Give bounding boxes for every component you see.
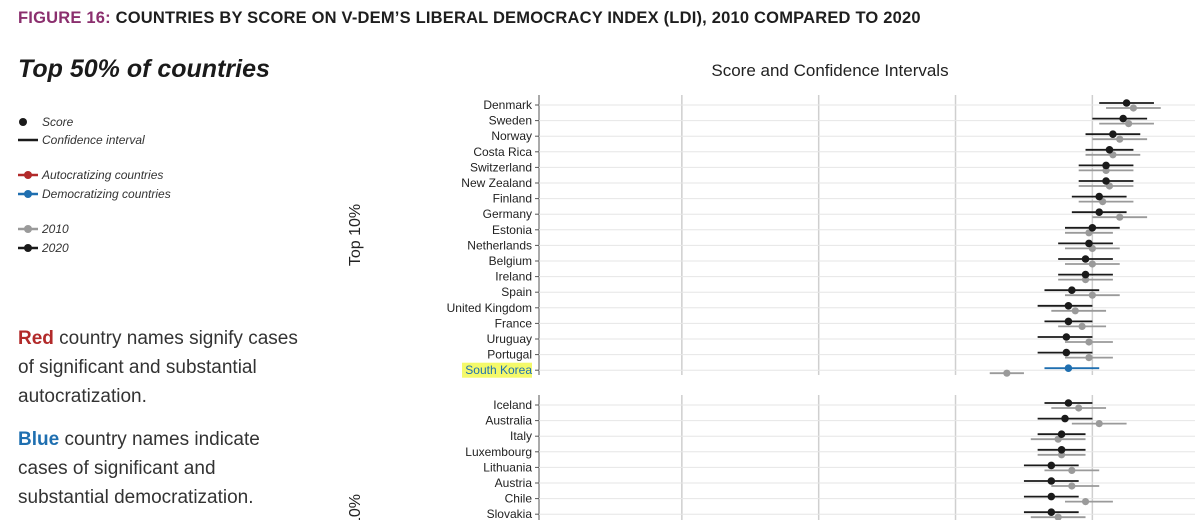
score-2020: [1122, 99, 1131, 107]
country-label: Luxembourg: [465, 445, 532, 459]
country-label: Uruguay: [487, 332, 532, 346]
score-2010: [1116, 213, 1124, 221]
country-label: Finland: [493, 192, 532, 206]
country-label: South Korea: [465, 363, 532, 377]
score-2020: [1057, 446, 1066, 454]
score-2020: [1068, 286, 1076, 294]
blue-note-text: country names indicate cases of signific…: [18, 429, 260, 508]
legend-2020-label: 2020: [42, 241, 69, 255]
score-2020: [1062, 348, 1071, 357]
score-2020: [1064, 302, 1073, 310]
score-2010: [1068, 466, 1076, 474]
country-label: Norway: [491, 129, 532, 143]
figure-title: COUNTRIES BY SCORE ON V-DEM’S LIBERAL DE…: [115, 9, 921, 27]
ldi-chart: Score and Confidence Intervals Top 10% Den…: [347, 61, 1195, 520]
score-dot-icon: [19, 118, 27, 126]
score-2020: [1105, 146, 1114, 154]
score-2020: [1047, 508, 1056, 516]
legend-autocratizing-label: Autocratizing countries: [42, 168, 164, 182]
democratization-note: Blue country names indicate cases of sig…: [18, 425, 308, 512]
red-note-text: country names signify cases of significa…: [18, 328, 298, 407]
black-dot-line-icon: [18, 244, 38, 252]
chart-title: Score and Confidence Intervals: [711, 61, 948, 80]
score-2020: [1064, 399, 1073, 407]
score-2020: [1085, 239, 1093, 248]
score-2020: [1064, 317, 1073, 326]
score-2020: [1064, 364, 1073, 373]
score-2010: [1054, 513, 1062, 520]
score-2020: [1047, 477, 1056, 485]
score-2020: [1081, 255, 1090, 263]
score-2020: [1109, 130, 1117, 138]
score-2020: [1047, 461, 1056, 470]
blue-word: Blue: [18, 429, 60, 450]
country-label: Lithuania: [483, 460, 532, 474]
page-title: Top 50% of countries: [18, 55, 270, 83]
score-2020: [1102, 161, 1110, 170]
autocratization-note: Red country names signify cases of signi…: [18, 324, 308, 411]
label-highlight: [462, 362, 532, 378]
score-2020: [1088, 224, 1097, 232]
legend-2010-label: 2010: [42, 222, 69, 236]
country-label: United Kingdom: [447, 301, 532, 315]
country-label: France: [495, 316, 533, 330]
score-2010: [1095, 420, 1103, 428]
country-label: Denmark: [483, 98, 533, 112]
score-2020: [1102, 177, 1110, 185]
score-2020: [1095, 208, 1104, 216]
score-2020: [1047, 492, 1056, 501]
score-2020: [1119, 114, 1127, 123]
country-label: Germany: [483, 207, 532, 221]
country-label: Spain: [501, 285, 532, 299]
score-2010: [1078, 322, 1086, 330]
country-label: Australia: [485, 414, 532, 428]
country-label: Portugal: [487, 348, 532, 362]
country-label: Costa Rica: [473, 145, 532, 159]
legend-score-label: Score: [42, 115, 74, 129]
score-2010: [1088, 291, 1096, 299]
score-2010: [1003, 369, 1011, 377]
score-2020: [1061, 414, 1069, 423]
score-2010: [1085, 354, 1093, 362]
figure-label: FIGURE 16:: [18, 9, 111, 27]
red-word: Red: [18, 328, 54, 349]
ci-line-icon: [18, 138, 38, 142]
grey-dot-line-icon: [18, 225, 38, 233]
country-label: Belgium: [489, 254, 532, 268]
panel-label: Top 10%: [347, 204, 364, 266]
legend-ci-label: Confidence interval: [42, 133, 145, 147]
country-label: New Zealand: [461, 176, 532, 190]
score-2020: [1081, 270, 1090, 279]
country-label: Iceland: [493, 398, 532, 412]
figure-header: FIGURE 16: COUNTRIES BY SCORE ON V-DEM’S…: [18, 9, 921, 28]
score-2010: [1071, 307, 1079, 315]
score-2010: [1068, 482, 1076, 490]
country-label: Italy: [510, 429, 532, 443]
score-2020: [1095, 192, 1104, 201]
score-2010: [1081, 498, 1090, 506]
panel-label: 10%: [347, 494, 364, 520]
score-2010: [1125, 120, 1133, 128]
score-2020: [1062, 333, 1071, 341]
country-label: Chile: [505, 492, 533, 506]
country-label: Estonia: [492, 223, 532, 237]
country-label: Slovakia: [487, 507, 533, 520]
country-label: Switzerland: [470, 160, 532, 174]
score-2010: [1075, 404, 1083, 412]
legend-democratizing-label: Democratizing countries: [42, 187, 171, 201]
red-dot-line-icon: [18, 171, 38, 179]
country-label: Ireland: [495, 270, 532, 284]
score-2010: [1085, 338, 1093, 346]
country-label: Netherlands: [467, 238, 532, 252]
blue-dot-line-icon: [18, 190, 38, 198]
score-2010: [1129, 104, 1138, 112]
country-label: Austria: [495, 476, 533, 490]
score-2010: [1088, 260, 1096, 268]
score-2020: [1057, 430, 1066, 439]
score-2010: [1116, 135, 1124, 143]
country-label: Sweden: [489, 114, 532, 128]
